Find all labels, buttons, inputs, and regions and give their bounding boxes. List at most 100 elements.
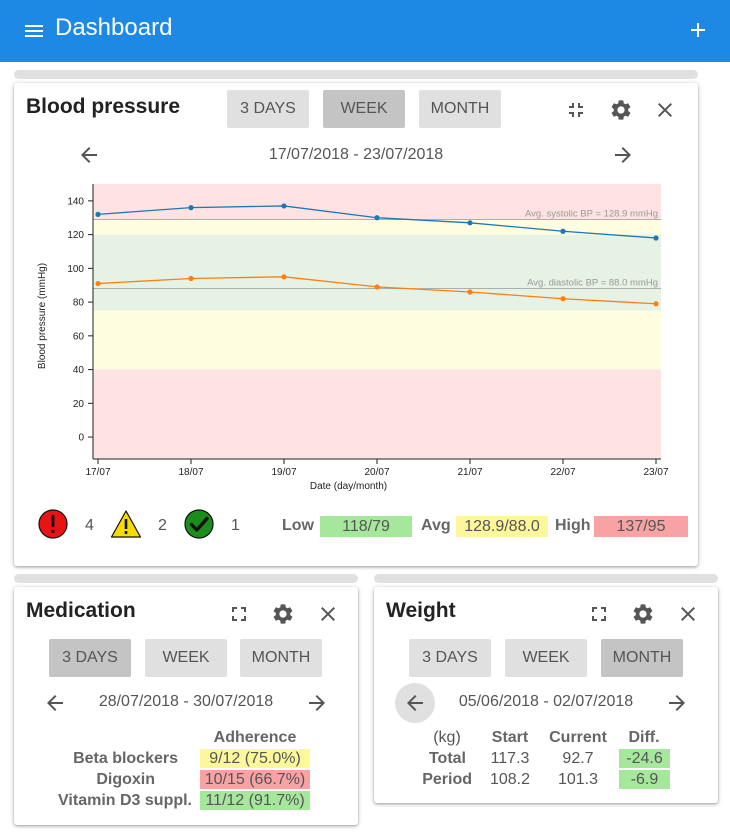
card-title: Weight	[386, 599, 456, 622]
weight-current: 92.7	[562, 750, 594, 767]
app-bar: Dashboard	[0, 0, 730, 62]
gear-icon[interactable]	[609, 98, 633, 122]
bp-range-3days-button[interactable]: 3 DAYS	[227, 90, 309, 128]
weight-diff: -24.6	[619, 749, 670, 768]
bp-zone-band	[93, 219, 661, 235]
x-axis-label: Date (day/month)	[310, 481, 387, 492]
card-title: Blood pressure	[26, 95, 181, 118]
med-range-month-button[interactable]: MONTH	[240, 639, 322, 677]
systolic-point	[95, 211, 101, 217]
medication-drag-handle[interactable]	[14, 574, 358, 583]
high-value: 137/95	[594, 516, 688, 537]
average-reference-label: Avg. systolic BP = 128.9 mmHg	[525, 209, 658, 220]
close-icon[interactable]	[316, 602, 340, 626]
high-label: High	[555, 517, 591, 534]
weight-drag-handle[interactable]	[374, 574, 718, 583]
medication-card: Medication 3 DAYS WEEK MONTH 28/07/2018 …	[14, 587, 358, 825]
medication-name: Beta blockers	[73, 750, 178, 767]
bp-zone-band	[93, 310, 661, 370]
next-arrow-icon[interactable]	[665, 691, 689, 715]
previous-arrow-icon[interactable]	[43, 691, 67, 715]
systolic-point	[560, 228, 566, 234]
medication-name: Vitamin D3 suppl.	[58, 792, 192, 809]
alert-count: 4	[85, 517, 94, 534]
diastolic-point	[560, 296, 566, 302]
unit-header: (kg)	[433, 729, 461, 746]
low-label: Low	[282, 517, 314, 534]
bp-range-month-button[interactable]: MONTH	[419, 90, 501, 128]
systolic-point	[467, 220, 473, 226]
y-tick-label: 100	[67, 264, 84, 275]
y-tick-label: 20	[73, 399, 85, 410]
diastolic-point	[374, 284, 380, 290]
y-tick-label: 0	[78, 433, 84, 444]
card-title: Medication	[26, 599, 136, 622]
average-reference-label: Avg. diastolic BP = 88.0 mmHg	[527, 278, 658, 289]
y-tick-label: 60	[73, 331, 85, 342]
close-icon[interactable]	[676, 602, 700, 626]
systolic-point	[374, 215, 380, 221]
blood-pressure-card: Blood pressure 3 DAYS WEEK MONTH 17/07/2…	[14, 83, 698, 566]
expand-icon[interactable]	[587, 602, 611, 626]
bp-drag-handle[interactable]	[14, 70, 698, 79]
x-tick-label: 22/07	[550, 467, 575, 478]
weight-range-week-button[interactable]: WEEK	[505, 639, 587, 677]
weight-start: 117.3	[490, 750, 530, 767]
bp-zone-band	[93, 369, 661, 459]
x-tick-label: 23/07	[643, 467, 668, 478]
ok-count: 1	[231, 517, 240, 534]
current-header: Current	[549, 729, 607, 746]
weight-card: Weight 3 DAYS WEEK MONTH 05/06/2018 - 02…	[374, 587, 718, 803]
systolic-point	[188, 205, 194, 211]
hamburger-menu-icon[interactable]	[22, 19, 46, 43]
previous-arrow-icon[interactable]	[77, 143, 101, 167]
next-arrow-icon[interactable]	[305, 691, 329, 715]
previous-button[interactable]	[395, 683, 435, 723]
weight-range-month-button[interactable]: MONTH	[601, 639, 683, 677]
y-axis-label: Blood pressure (mmHg)	[37, 263, 48, 369]
diastolic-point	[281, 274, 287, 280]
med-date-range: 28/07/2018 - 30/07/2018	[98, 693, 274, 710]
bp-range-week-button[interactable]: WEEK	[323, 90, 405, 128]
warning-count: 2	[158, 517, 167, 534]
weight-row-label: Total	[428, 750, 466, 767]
start-header: Start	[491, 729, 529, 746]
weight-diff: -6.9	[619, 770, 670, 789]
gear-icon[interactable]	[271, 602, 295, 626]
diastolic-point	[467, 289, 473, 295]
adherence-header: Adherence	[213, 729, 297, 746]
diff-header: Diff.	[628, 729, 660, 746]
diastolic-point	[188, 275, 194, 282]
avg-label: Avg	[421, 517, 451, 534]
avg-value: 128.9/88.0	[456, 516, 548, 537]
systolic-point	[281, 203, 287, 209]
plus-icon[interactable]	[686, 18, 710, 42]
expand-icon[interactable]	[227, 602, 251, 626]
bp-zone-band	[93, 234, 661, 311]
low-value: 118/79	[320, 516, 412, 537]
next-arrow-icon[interactable]	[611, 143, 635, 167]
weight-row-label: Period	[422, 771, 472, 788]
y-tick-label: 80	[73, 298, 85, 309]
diastolic-point	[653, 301, 659, 307]
blood-pressure-chart: Avg. systolic BP = 128.9 mmHg Avg. diasto…	[37, 184, 669, 492]
systolic-point	[653, 235, 659, 241]
medication-name: Digoxin	[96, 771, 155, 788]
weight-range-3days-button[interactable]: 3 DAYS	[409, 639, 491, 677]
previous-arrow-icon	[407, 695, 423, 711]
y-tick-label: 140	[67, 196, 84, 207]
medication-adherence: 10/15 (66.7%)	[200, 770, 310, 789]
check-circle-icon	[184, 509, 214, 539]
x-tick-label: 17/07	[85, 467, 110, 478]
med-range-3days-button[interactable]: 3 DAYS	[49, 639, 131, 677]
x-tick-label: 18/07	[178, 467, 203, 478]
med-range-week-button[interactable]: WEEK	[145, 639, 227, 677]
y-tick-label: 40	[73, 365, 85, 376]
weight-date-range: 05/06/2018 - 02/07/2018	[458, 693, 634, 710]
close-icon[interactable]	[653, 98, 677, 122]
x-tick-label: 21/07	[457, 467, 482, 478]
collapse-icon[interactable]	[564, 98, 588, 122]
gear-icon[interactable]	[631, 602, 655, 626]
x-tick-label: 20/07	[364, 467, 389, 478]
bp-date-range: 17/07/2018 - 23/07/2018	[268, 146, 444, 163]
